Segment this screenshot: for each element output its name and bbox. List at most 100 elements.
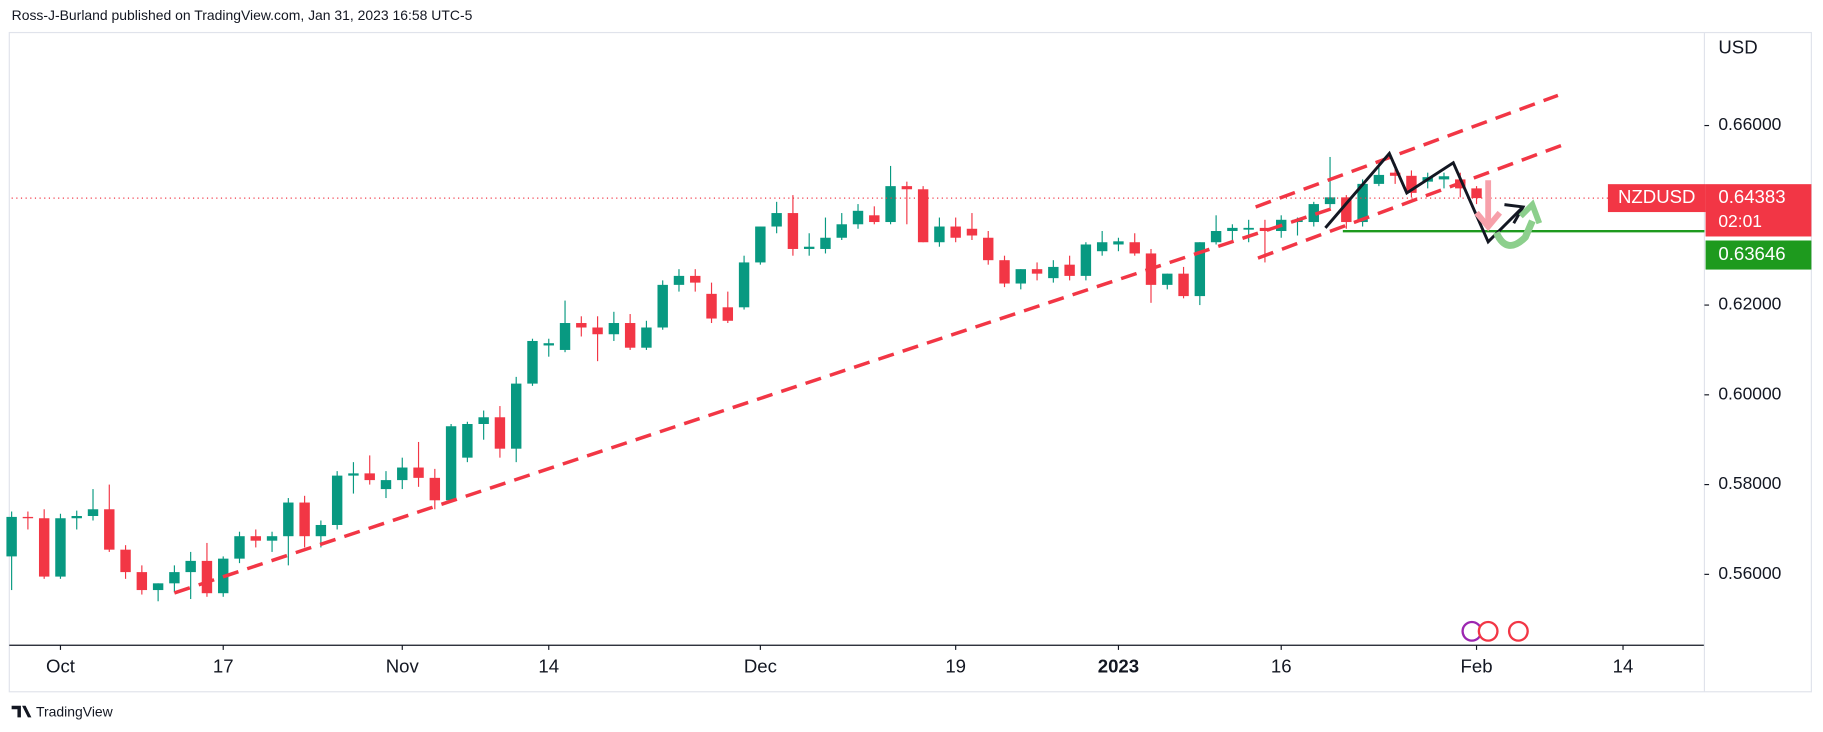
candle-body	[1015, 269, 1026, 284]
candle-body	[901, 186, 913, 190]
candle-body	[1210, 231, 1222, 243]
y-tick-label: 0.56000	[1718, 563, 1781, 583]
trend-line	[173, 205, 1338, 595]
candle-body	[1080, 244, 1092, 276]
candle-body	[169, 572, 180, 584]
x-tick-label: 16	[1271, 655, 1292, 676]
candle-body	[836, 224, 847, 238]
candle-body	[820, 237, 831, 249]
candle-body	[1243, 227, 1254, 230]
candle-body	[738, 262, 750, 308]
candle-body	[803, 246, 815, 249]
currency-label: USD	[1718, 37, 1757, 58]
y-tick-label: 0.62000	[1718, 294, 1781, 314]
x-tick-label: Nov	[386, 655, 420, 676]
candle-body	[983, 237, 994, 261]
candle-body	[266, 536, 278, 541]
candle-body	[1259, 227, 1271, 232]
x-tick-label: Oct	[46, 655, 76, 676]
drawings	[173, 93, 1566, 642]
candle-body	[1064, 264, 1075, 276]
candle-body	[494, 417, 506, 449]
footer-text: TradingView	[36, 703, 114, 719]
candle-body	[999, 260, 1010, 284]
candle-body	[510, 383, 522, 449]
x-tick-label: Feb	[1461, 655, 1493, 676]
last-price-tag	[1705, 184, 1812, 237]
candle-body	[364, 473, 375, 481]
up-curved-arrow	[1493, 219, 1536, 249]
candle-body	[185, 560, 196, 573]
candle-body	[71, 516, 82, 519]
candle-body	[1471, 188, 1482, 199]
price-tags: NZDUSD 0.64383 02:01 0.63646	[1607, 184, 1812, 270]
last-price-label: 0.64383	[1718, 186, 1785, 207]
candle-body	[201, 560, 213, 594]
candle-body	[1357, 183, 1368, 223]
candle-body	[120, 549, 131, 573]
candle-body	[1438, 176, 1450, 180]
candle-body	[462, 424, 473, 458]
candle-body	[413, 467, 424, 478]
event-icon[interactable]	[1507, 620, 1529, 642]
candle-body	[1308, 204, 1319, 223]
candle-body	[966, 228, 978, 236]
candle-body	[869, 215, 880, 223]
candle-body	[6, 516, 17, 557]
candle-body	[1113, 241, 1124, 245]
candle-body	[1096, 242, 1108, 252]
candle-body	[87, 509, 99, 517]
candle-body	[852, 210, 864, 225]
candle-body	[1194, 242, 1206, 297]
candle-body	[234, 536, 245, 559]
candle-body	[104, 509, 115, 550]
down-arrow-head	[1474, 210, 1503, 232]
candle-body	[771, 213, 782, 227]
x-tick-label: 14	[538, 655, 559, 676]
candle-body	[331, 475, 343, 525]
candle-body	[380, 480, 392, 490]
logo	[11, 705, 32, 718]
candle-body	[787, 213, 799, 249]
footer: TradingView	[11, 703, 114, 719]
candle-body	[445, 426, 457, 501]
candle-body	[755, 226, 766, 263]
candle-body	[315, 524, 327, 537]
candle-body	[934, 226, 945, 243]
candle-body	[478, 417, 489, 425]
chart-frame	[8, 31, 1812, 693]
x-tick-label: 17	[213, 655, 234, 676]
candle-body	[885, 186, 896, 223]
candle-body	[608, 323, 620, 335]
candle-body	[917, 189, 929, 243]
x-tick-label: 19	[945, 655, 966, 676]
publisher-line: Ross-J-Burland published on TradingView.…	[12, 7, 473, 23]
y-tick-label: 0.58000	[1718, 473, 1781, 493]
plot: 0.56000 0.58000 0.60000 0.62000 0.66000 Oct 17…	[6, 114, 1782, 676]
x-tick-label: 14	[1613, 655, 1634, 676]
candle-body	[283, 502, 294, 537]
event-icon[interactable]	[1477, 620, 1499, 642]
candle-body	[152, 583, 164, 591]
candle-body	[299, 502, 310, 537]
x-tick-label: 2023	[1098, 655, 1139, 676]
candle-body	[543, 343, 554, 346]
candle-body	[690, 275, 701, 283]
symbol-tag	[1607, 184, 1706, 213]
candle-body	[1048, 266, 1059, 279]
candle-body	[55, 518, 66, 577]
candle-body	[1341, 197, 1352, 223]
candle-body	[641, 327, 652, 348]
candle-body	[1129, 242, 1140, 254]
candle-body	[136, 572, 148, 591]
candle-body	[559, 323, 571, 350]
candle-body	[250, 536, 261, 541]
channel-line	[1255, 93, 1559, 209]
candle-body	[706, 293, 717, 319]
countdown-label: 02:01	[1718, 211, 1762, 231]
y-tick-label: 0.60000	[1718, 383, 1781, 403]
candle-body	[1406, 175, 1417, 193]
candle-body	[38, 518, 50, 577]
